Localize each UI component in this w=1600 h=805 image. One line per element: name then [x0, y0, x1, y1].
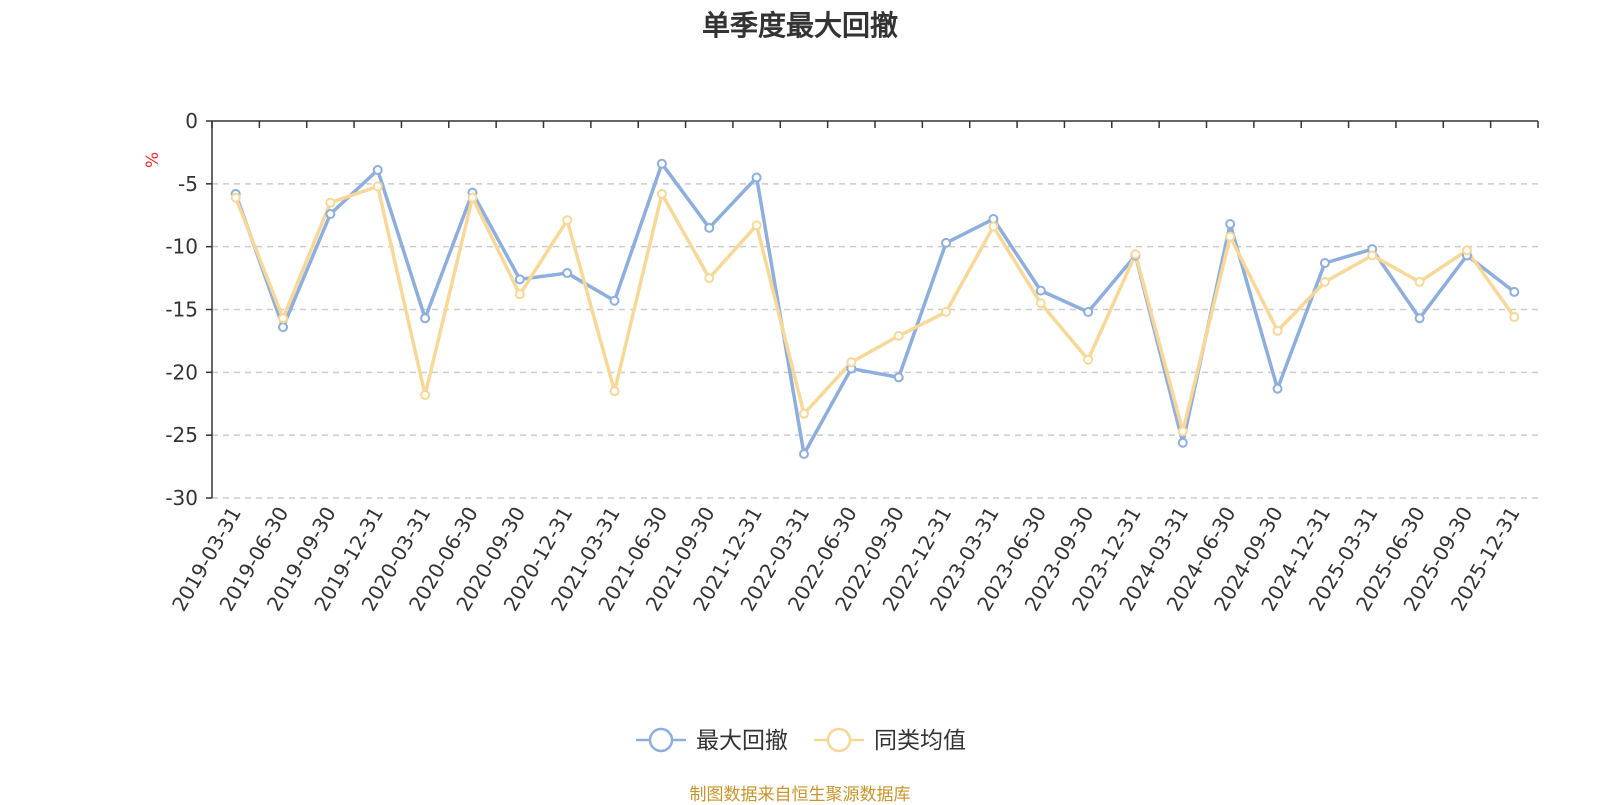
data-point[interactable]	[609, 386, 620, 397]
data-point[interactable]	[1319, 276, 1330, 287]
data-point[interactable]	[798, 449, 809, 460]
data-point[interactable]	[1509, 312, 1520, 323]
axes	[206, 120, 1539, 499]
data-point[interactable]	[278, 313, 289, 324]
legend-marker	[826, 727, 852, 753]
y-axis-unit: %	[143, 152, 163, 168]
data-point[interactable]	[1225, 231, 1236, 242]
data-point[interactable]	[325, 208, 336, 219]
data-point[interactable]	[278, 322, 289, 333]
data-point[interactable]	[514, 289, 525, 300]
data-point[interactable]	[846, 357, 857, 368]
data-point[interactable]	[988, 221, 999, 232]
data-point[interactable]	[325, 197, 336, 208]
data-point[interactable]	[1035, 285, 1046, 296]
data-point[interactable]	[230, 192, 241, 203]
data-point[interactable]	[751, 220, 762, 231]
y-tick-label: -15	[165, 298, 198, 322]
data-point[interactable]	[372, 181, 383, 192]
data-point[interactable]	[1130, 249, 1141, 260]
data-point[interactable]	[1461, 245, 1472, 256]
data-point[interactable]	[1083, 307, 1094, 318]
data-point[interactable]	[1177, 437, 1188, 448]
data-point[interactable]	[941, 237, 952, 248]
data-point[interactable]	[514, 274, 525, 285]
data-point[interactable]	[609, 295, 620, 306]
data-point[interactable]	[1225, 219, 1236, 230]
series-lines	[230, 158, 1520, 460]
data-point[interactable]	[1083, 354, 1094, 365]
data-source-note: 制图数据来自恒生聚源数据库	[689, 785, 911, 805]
data-point[interactable]	[704, 273, 715, 284]
data-point[interactable]	[372, 165, 383, 176]
legend-item[interactable]: 最大回撤	[636, 727, 788, 754]
x-axis-labels: 2019-03-312019-06-302019-09-302019-12-31…	[167, 502, 1525, 615]
y-tick-label: -25	[165, 423, 198, 447]
data-point[interactable]	[893, 330, 904, 341]
legend-item[interactable]: 同类均值	[814, 727, 966, 754]
data-point[interactable]	[1414, 313, 1425, 324]
data-point[interactable]	[1509, 286, 1520, 297]
data-point[interactable]	[751, 172, 762, 183]
legend-label: 同类均值	[874, 728, 966, 754]
legend-label: 最大回撤	[696, 728, 788, 754]
y-axis-labels: 0 -5 -10 -15 -20 -25 -30	[165, 109, 198, 510]
y-tick-label: 0	[185, 109, 198, 133]
data-point[interactable]	[798, 408, 809, 419]
y-tick-label: -20	[165, 360, 198, 384]
data-point[interactable]	[656, 158, 667, 169]
data-point[interactable]	[1272, 325, 1283, 336]
legend[interactable]: 最大回撤 同类均值	[636, 727, 966, 754]
y-tick-label: -30	[165, 486, 198, 510]
data-point[interactable]	[704, 222, 715, 233]
data-point[interactable]	[1319, 258, 1330, 269]
data-point[interactable]	[1367, 250, 1378, 261]
data-point[interactable]	[1177, 426, 1188, 437]
data-point[interactable]	[893, 372, 904, 383]
series-line	[234, 184, 1516, 434]
data-point[interactable]	[1414, 276, 1425, 287]
data-point[interactable]	[562, 268, 573, 279]
data-point[interactable]	[420, 389, 431, 400]
data-point[interactable]	[467, 192, 478, 203]
y-tick-label: -5	[178, 172, 198, 196]
legend-marker	[648, 727, 674, 753]
series-line	[234, 161, 1516, 456]
data-point[interactable]	[1272, 383, 1283, 394]
data-point[interactable]	[941, 307, 952, 318]
data-point[interactable]	[562, 215, 573, 226]
grid-lines	[212, 183, 1538, 499]
y-tick-label: -10	[165, 235, 198, 259]
chart-title: 单季度最大回撤	[701, 9, 898, 42]
data-point[interactable]	[656, 188, 667, 199]
data-point[interactable]	[1035, 298, 1046, 309]
data-point[interactable]	[420, 313, 431, 324]
